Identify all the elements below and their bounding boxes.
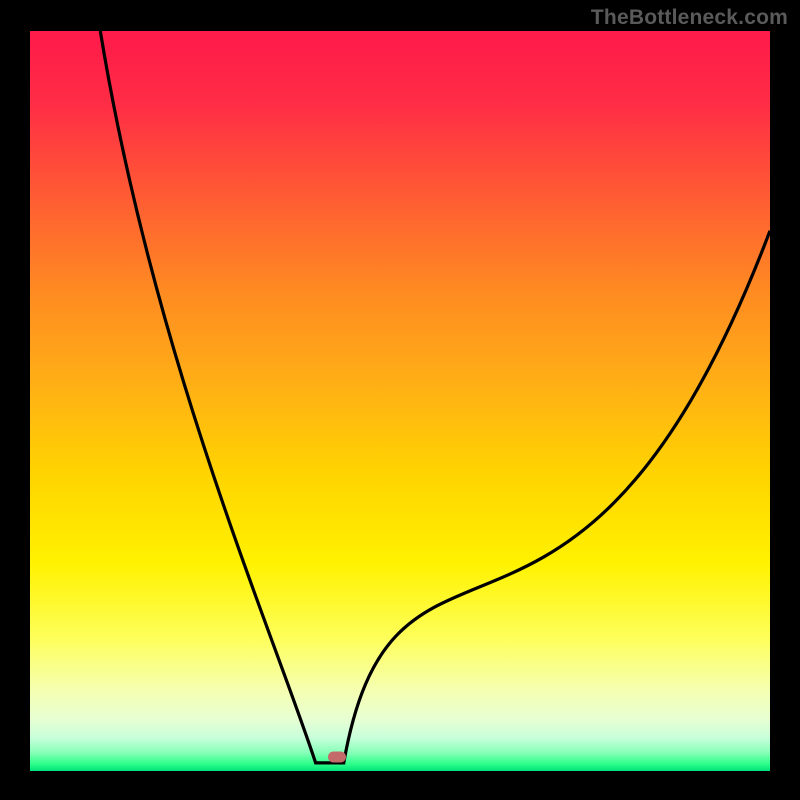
plot-area bbox=[30, 31, 770, 771]
optimum-marker bbox=[328, 751, 346, 762]
bottleneck-curve bbox=[30, 31, 770, 771]
watermark-text: TheBottleneck.com bbox=[591, 6, 788, 30]
